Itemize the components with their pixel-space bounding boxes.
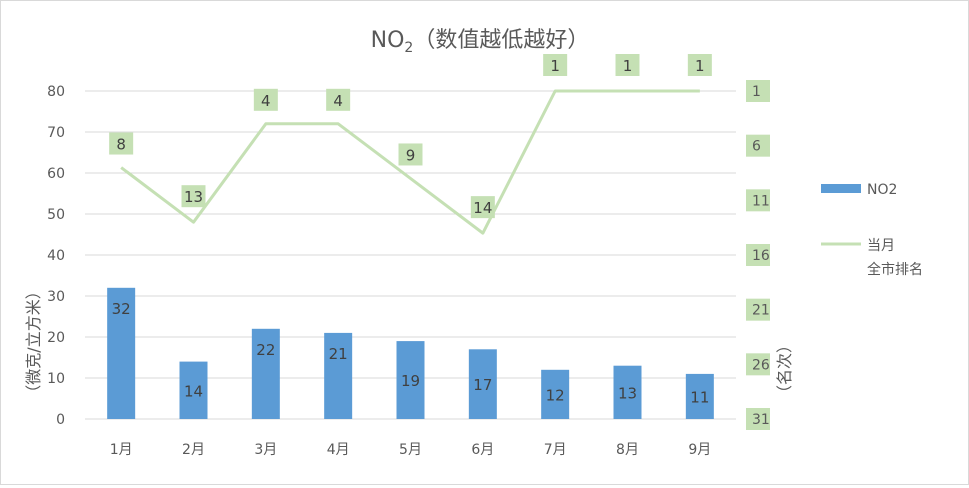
line-data-label: 4 <box>261 92 271 110</box>
bar-data-label: 32 <box>112 300 131 318</box>
y2-axis-label: （名次） <box>775 337 794 401</box>
rank-line <box>120 89 700 235</box>
y2-tick-box <box>746 134 770 157</box>
y-tick-label: 50 <box>47 207 65 223</box>
y2-tick-box <box>746 408 770 430</box>
line-data-label: 1 <box>623 57 633 75</box>
line-data-label-box <box>398 143 423 166</box>
y-tick-label: 60 <box>47 166 65 182</box>
y-tick-label: 70 <box>47 125 65 141</box>
left-axis-ticks: 0 10 20 30 40 50 60 70 80 <box>47 84 65 428</box>
y2-tick-label: 1 <box>752 84 761 100</box>
y2-tick-box <box>746 353 770 376</box>
line-data-label-box <box>615 54 640 76</box>
legend-label-no2: NO2 <box>867 182 897 198</box>
y2-tick-box <box>746 298 770 321</box>
y2-tick-label: 26 <box>752 357 770 373</box>
bar-data-label: 17 <box>473 376 492 394</box>
bar <box>468 349 497 419</box>
bar-data-label: 12 <box>546 386 565 404</box>
x-tick-label: 8月 <box>616 442 639 458</box>
line-data-label: 4 <box>333 92 343 110</box>
line-data-label-box <box>326 88 351 111</box>
line-data-label: 8 <box>116 136 126 154</box>
line-data-label-box <box>109 132 134 155</box>
y-tick-label: 40 <box>47 248 65 264</box>
line-data-label-box <box>181 185 206 208</box>
bar-data-label: 11 <box>690 388 709 406</box>
bar <box>179 361 208 419</box>
x-tick-label: 9月 <box>688 442 711 458</box>
y2-tick-label: 21 <box>752 303 770 319</box>
chart-title-subscript: 2 <box>404 40 413 56</box>
bar-data-label: 21 <box>329 345 348 363</box>
legend-label-rank: 当月 <box>867 238 895 254</box>
bar <box>324 332 353 419</box>
x-tick-label: 3月 <box>254 442 277 458</box>
x-tick-label: 2月 <box>182 442 205 458</box>
bar <box>613 365 642 419</box>
line-data-label: 1 <box>695 57 705 75</box>
y2-tick-label: 11 <box>752 193 770 209</box>
line-data-label: 14 <box>473 199 492 217</box>
bar-data-label: 19 <box>401 372 420 390</box>
line-data-label: 13 <box>184 188 203 206</box>
bar <box>107 287 136 419</box>
line-data-label: 1 <box>550 57 560 75</box>
line-data-label-box <box>687 54 712 76</box>
x-axis-ticks: 1月 2月 3月 4月 5月 6月 7月 8月 9月 <box>110 442 712 458</box>
line-series <box>120 89 700 235</box>
bar <box>685 373 714 419</box>
bar-data-label: 13 <box>618 384 637 402</box>
y-tick-label: 80 <box>47 84 65 100</box>
y-tick-label: 10 <box>47 371 65 387</box>
bar <box>396 341 425 419</box>
bar <box>541 369 570 419</box>
bar-series <box>107 287 714 419</box>
legend-label-rank: 全市排名 <box>867 261 923 278</box>
y-tick-label: 0 <box>56 412 65 428</box>
bar-data-label: 14 <box>184 382 203 400</box>
bar-data-label: 22 <box>256 341 275 359</box>
x-tick-label: 7月 <box>544 442 567 458</box>
x-tick-label: 6月 <box>471 442 494 458</box>
y2-tick-box <box>746 80 770 102</box>
y-axis-label: （微克/立方米） <box>24 283 43 400</box>
y-tick-label: 20 <box>47 330 65 346</box>
x-tick-label: 4月 <box>327 442 350 458</box>
chart-title: NO2（数值越低越好） <box>371 28 590 56</box>
x-tick-label: 1月 <box>110 442 133 458</box>
y2-tick-box <box>746 189 770 212</box>
y2-tick-box <box>746 244 770 266</box>
y2-tick-label: 31 <box>752 412 770 428</box>
y-tick-label: 30 <box>47 289 65 305</box>
line-data-label-box <box>543 54 568 76</box>
line-data-label-box <box>253 88 278 111</box>
bar <box>251 328 280 419</box>
line-data-label: 9 <box>406 146 416 164</box>
y2-tick-label: 6 <box>752 139 761 155</box>
y2-tick-label: 16 <box>752 248 770 264</box>
line-data-label-box <box>470 196 495 219</box>
legend-swatch-no2 <box>821 184 861 193</box>
x-tick-label: 5月 <box>399 442 422 458</box>
chart-title-suffix: （数值越低越好） <box>413 28 589 53</box>
